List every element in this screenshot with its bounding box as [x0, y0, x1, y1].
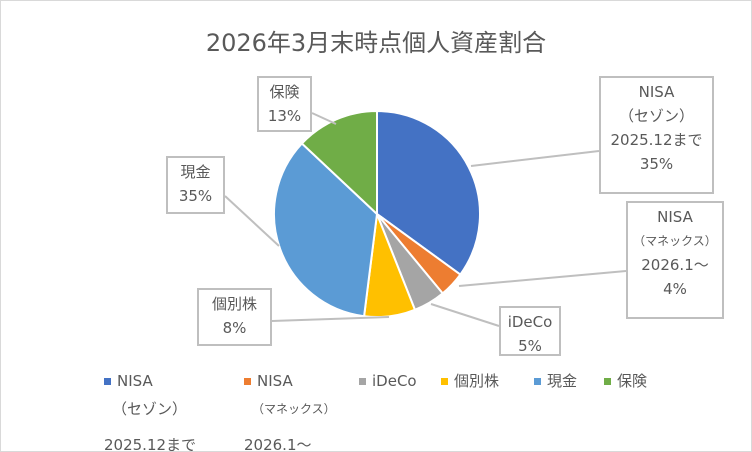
- data-label-value: 35%: [639, 155, 674, 173]
- legend-item: NISA （セゾン） 2025.12まで: [104, 367, 197, 452]
- data-label: iDeCo 5%: [499, 306, 561, 356]
- legend-label: NISA: [244, 367, 336, 395]
- data-label-value: 5%: [518, 337, 542, 355]
- legend-label: 個別株: [441, 367, 499, 395]
- leader-line: [271, 316, 390, 322]
- pie-slice: [273, 142, 379, 318]
- legend-item: 個別株: [441, 367, 499, 395]
- data-label: NISA （セゾン） 2025.12まで 35%: [599, 76, 714, 194]
- data-label-value: 4%: [663, 280, 687, 298]
- legend-item: iDeCo: [359, 367, 417, 395]
- data-label-category: （セゾン）: [618, 107, 694, 125]
- data-label: 現金 35%: [166, 156, 225, 214]
- data-label-category: NISA: [638, 83, 675, 101]
- legend-label: 保険: [604, 367, 647, 395]
- legend-item: 現金: [534, 367, 577, 395]
- legend-swatch: [104, 378, 111, 385]
- legend-label: （セゾン）: [112, 400, 188, 418]
- legend-label: （マネックス）: [252, 402, 336, 416]
- data-label-category: 個別株: [211, 295, 257, 313]
- legend-item: NISA （マネックス） 2026.1〜: [244, 367, 336, 452]
- data-label-category: 保険: [269, 83, 300, 101]
- data-label: 保険 13%: [257, 76, 312, 132]
- legend-swatch: [534, 378, 541, 385]
- data-label: 個別株 8%: [197, 288, 272, 346]
- data-label: NISA （マネックス） 2026.1〜 4%: [626, 201, 724, 319]
- legend-swatch: [244, 378, 251, 385]
- legend-item: 保険: [604, 367, 647, 395]
- chart-title: 2026年3月末時点個人資産割合: [205, 29, 547, 57]
- data-label-value: 13%: [267, 107, 302, 125]
- legend-label: iDeCo: [359, 367, 417, 395]
- pie-slice: [300, 109, 378, 217]
- leader-line: [224, 195, 280, 247]
- legend-label: 2026.1〜: [244, 436, 312, 452]
- data-label-category: 2026.1〜: [641, 256, 709, 274]
- leader-line: [311, 112, 337, 125]
- legend-swatch: [359, 378, 366, 385]
- leader-line: [458, 270, 627, 287]
- data-label-value: 35%: [178, 187, 213, 205]
- legend-label: 現金: [534, 367, 577, 395]
- leader-line: [430, 303, 500, 327]
- data-label-category: 2025.12まで: [610, 131, 703, 149]
- data-label-category: iDeCo: [507, 313, 553, 331]
- data-label-category: （マネックス）: [633, 234, 717, 248]
- legend-swatch: [604, 378, 611, 385]
- pie-slice: [376, 109, 481, 276]
- data-label-category: 現金: [180, 163, 211, 181]
- data-label-value: 8%: [222, 319, 247, 337]
- legend-swatch: [441, 378, 448, 385]
- data-label-category: NISA: [657, 208, 693, 226]
- leader-line: [470, 150, 600, 167]
- legend-label: NISA: [104, 367, 196, 395]
- legend-label: 2025.12まで: [104, 436, 197, 452]
